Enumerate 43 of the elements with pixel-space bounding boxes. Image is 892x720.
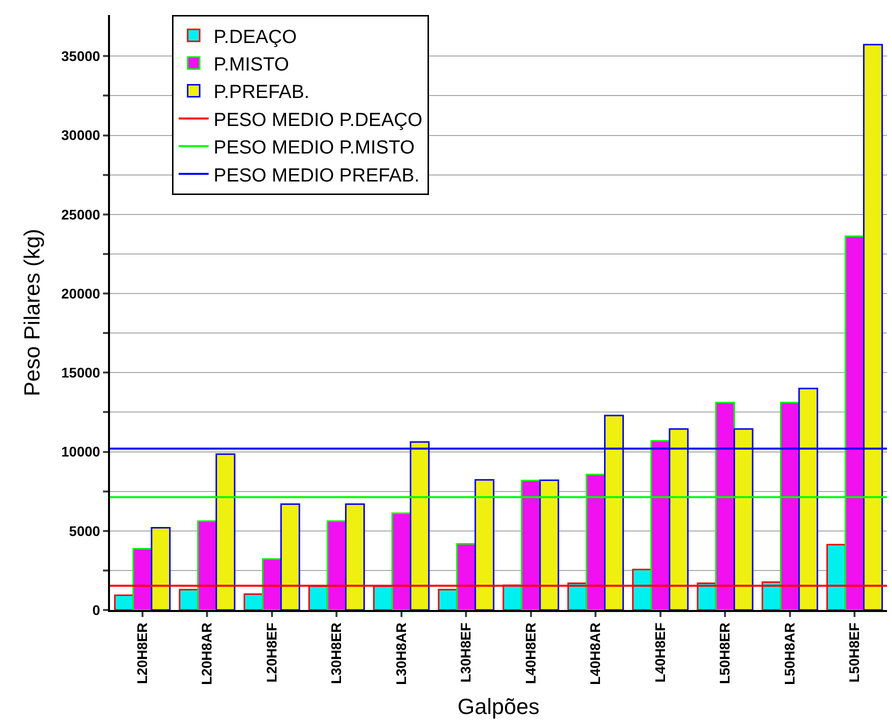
legend-label: PESO MEDIO PREFAB. xyxy=(214,165,420,186)
x-tick-label: L20H8ER xyxy=(134,622,150,684)
legend-label: P.DEAÇO xyxy=(214,26,297,48)
y-tick-label: 0 xyxy=(92,602,100,618)
y-tick-label: 35000 xyxy=(61,48,100,64)
legend-label: P.MISTO xyxy=(214,54,289,76)
bar xyxy=(197,520,218,610)
x-tick-label: L50H8ER xyxy=(716,622,733,684)
x-tick-label: L20H8EF xyxy=(263,622,280,683)
x-axis-title: Galpões xyxy=(458,694,540,720)
y-tick-label: 20000 xyxy=(61,285,100,302)
bar xyxy=(150,526,171,610)
bar xyxy=(474,479,494,610)
y-tick-label: 25000 xyxy=(61,206,100,222)
bar xyxy=(326,520,347,610)
bar xyxy=(178,588,199,610)
bar xyxy=(539,479,560,610)
y-axis-title: Peso Pilares (kg) xyxy=(20,228,45,396)
bar xyxy=(438,588,458,610)
x-tick-label: L40H8EF xyxy=(652,622,668,683)
x-tick-label: L40H8AR xyxy=(587,622,604,685)
x-tick-label: L50H8AR xyxy=(781,622,798,685)
x-tick-label: L30H8ER xyxy=(328,622,344,684)
y-tick-label: 10000 xyxy=(61,444,100,460)
bar xyxy=(114,594,134,610)
legend-label: PESO MEDIO P.DEAÇO xyxy=(214,110,422,131)
bar xyxy=(391,512,412,610)
x-tick-label: L20H8AR xyxy=(198,622,215,685)
bar xyxy=(216,453,236,610)
x-tick-label: L30H8EF xyxy=(458,622,474,683)
y-tick-label: 30000 xyxy=(61,127,100,144)
bar xyxy=(132,548,152,610)
x-tick-label: L40H8ER xyxy=(522,622,538,684)
x-tick-label: L50H8EF xyxy=(846,622,862,683)
x-tick-label: L30H8AR xyxy=(392,622,409,685)
bar xyxy=(456,543,476,610)
bar xyxy=(280,503,300,610)
bar xyxy=(345,503,365,610)
legend-label: P.PREFAB. xyxy=(214,82,310,104)
bar xyxy=(244,593,264,610)
y-tick-label: 5000 xyxy=(69,522,100,539)
y-tick-label: 15000 xyxy=(61,364,100,381)
legend-label: PESO MEDIO P.MISTO xyxy=(214,138,415,159)
